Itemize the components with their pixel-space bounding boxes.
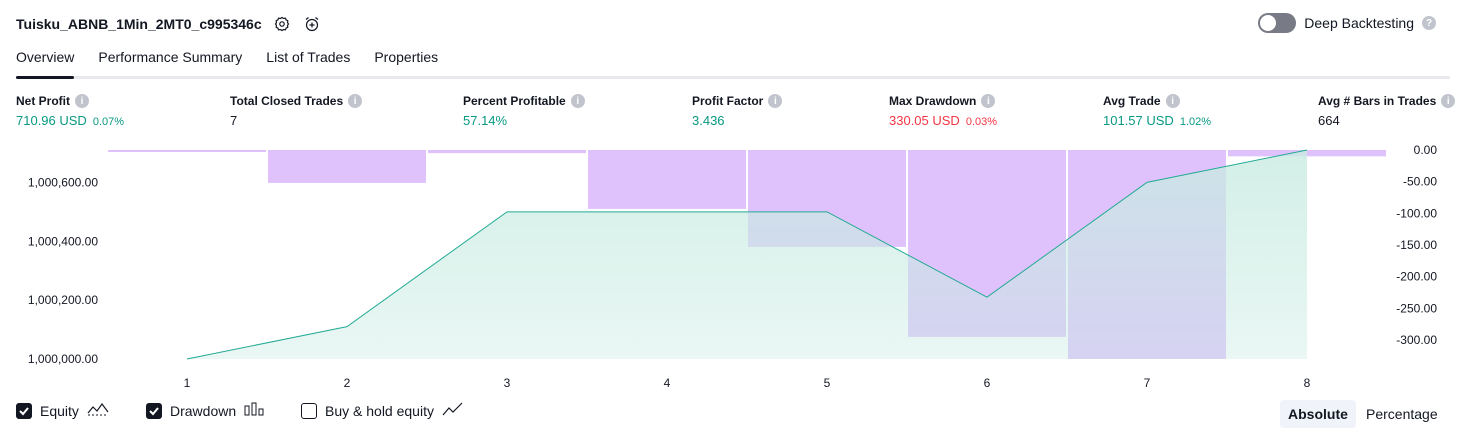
metric-value: 101.57 USD (1103, 113, 1174, 128)
help-icon[interactable]: ? (1422, 16, 1436, 30)
buyhold-toggle[interactable]: Buy & hold equity (301, 402, 464, 419)
metric-value: 3.436 (692, 113, 725, 128)
percentage-button[interactable]: Percentage (1366, 406, 1438, 422)
x-axis-label: 7 (1144, 376, 1151, 390)
strategy-name: Tuisku_ABNB_1Min_2MT0_c995346c (16, 16, 262, 32)
right-axis-label: -150.00 (1396, 238, 1437, 252)
absolute-button[interactable]: Absolute (1280, 400, 1356, 428)
metric-avg-trade: Avg Trade i 101.57 USD 1.02% (1103, 94, 1211, 128)
right-axis-label: -300.00 (1396, 333, 1437, 347)
strategy-header: Tuisku_ABNB_1Min_2MT0_c995346c (16, 12, 322, 36)
equity-toggle[interactable]: Equity (16, 402, 109, 419)
equity-label: Equity (40, 402, 79, 419)
equity-area (187, 150, 1307, 359)
x-axis-label: 4 (664, 376, 671, 390)
metric-label: Max Drawdown (889, 94, 977, 108)
buyhold-label: Buy & hold equity (325, 402, 434, 419)
equity-line (186, 149, 1308, 360)
metric-value: 7 (230, 113, 238, 128)
metric-percent-profitable: Percent Profitable i 57.14% (463, 94, 585, 128)
drawdown-label: Drawdown (170, 402, 237, 419)
metric-percent: 0.03% (965, 116, 998, 128)
drawdown-toggle[interactable]: Drawdown (146, 402, 266, 419)
gear-icon[interactable] (272, 14, 292, 34)
equity-drawdown-chart: 1,000,000.00 1,000,200.00 1,000,400.00 1,00… (28, 143, 1438, 390)
right-axis-label: 0.00 (1414, 143, 1438, 157)
info-icon[interactable]: i (981, 94, 996, 108)
info-icon[interactable]: i (1441, 94, 1456, 108)
metric-net-profit: Net Profit i 710.96 USD 0.07% (16, 94, 124, 128)
metric-percent: 1.02% (1179, 116, 1212, 128)
metric-value: 330.05 USD (889, 113, 960, 128)
metric-max-drawdown: Max Drawdown i 330.05 USD 0.03% (889, 94, 997, 128)
drawdown-bar (108, 150, 266, 152)
x-axis-label: 5 (824, 376, 831, 390)
x-axis-label: 2 (344, 376, 351, 390)
equity-line-icon (87, 402, 109, 419)
tab-overview[interactable]: Overview (16, 48, 75, 79)
left-axis-label: 1,000,400.00 (28, 234, 98, 248)
left-axis-label: 1,000,200.00 (28, 293, 98, 307)
metric-total-closed-trades: Total Closed Trades i 7 (230, 94, 363, 128)
drawdown-checkbox[interactable] (146, 402, 162, 419)
metric-label: Net Profit (16, 94, 70, 108)
x-axis-label: 6 (984, 376, 991, 390)
x-axis-label: 3 (504, 376, 511, 390)
metric-label: Avg Trade (1103, 94, 1161, 108)
metric-label: Avg # Bars in Trades (1318, 94, 1437, 108)
deep-backtesting-label: Deep Backtesting (1304, 15, 1414, 31)
metric-avg-bars-in-trades: Avg # Bars in Trades i 664 (1318, 94, 1456, 128)
drawdown-bars-icon (244, 402, 266, 419)
drawdown-bar (428, 150, 586, 154)
right-axis-label: -50.00 (1403, 175, 1437, 189)
x-axis-label: 1 (184, 376, 191, 390)
drawdown-bar (588, 150, 746, 209)
drawdown-bar (268, 150, 426, 183)
metric-percent: 0.07% (92, 116, 125, 128)
info-icon[interactable]: i (348, 94, 363, 108)
right-axis-label: -200.00 (1396, 270, 1437, 284)
equity-checkbox[interactable] (16, 402, 32, 419)
deep-backtesting: Deep Backtesting ? (1258, 13, 1436, 33)
info-icon[interactable]: i (768, 94, 783, 108)
tab-properties[interactable]: Properties (374, 49, 439, 65)
metric-value: 710.96 USD (16, 113, 87, 128)
info-icon[interactable]: i (570, 94, 585, 108)
alarm-plus-icon[interactable] (302, 14, 322, 34)
buyhold-checkbox[interactable] (301, 402, 317, 419)
metric-label: Total Closed Trades (230, 94, 344, 108)
left-axis-label: 1,000,000.00 (28, 352, 98, 366)
metric-value: 664 (1318, 113, 1340, 128)
tab-bar: Overview Performance Summary List of Tra… (16, 48, 1450, 79)
deep-backtesting-toggle[interactable] (1258, 13, 1297, 33)
metric-label: Profit Factor (692, 94, 764, 108)
metric-profit-factor: Profit Factor i 3.436 (692, 94, 783, 128)
tab-list-of-trades[interactable]: List of Trades (266, 49, 351, 65)
right-axis-label: -250.00 (1396, 301, 1437, 315)
right-axis-label: -100.00 (1396, 206, 1437, 220)
metric-label: Percent Profitable (463, 94, 566, 108)
info-icon[interactable]: i (1165, 94, 1180, 108)
left-axis-label: 1,000,600.00 (28, 175, 98, 189)
info-icon[interactable]: i (75, 94, 89, 108)
tab-performance-summary[interactable]: Performance Summary (98, 49, 243, 65)
metric-value: 57.14% (463, 113, 508, 128)
x-axis-label: 8 (1304, 376, 1311, 390)
buyhold-line-icon (442, 402, 464, 419)
